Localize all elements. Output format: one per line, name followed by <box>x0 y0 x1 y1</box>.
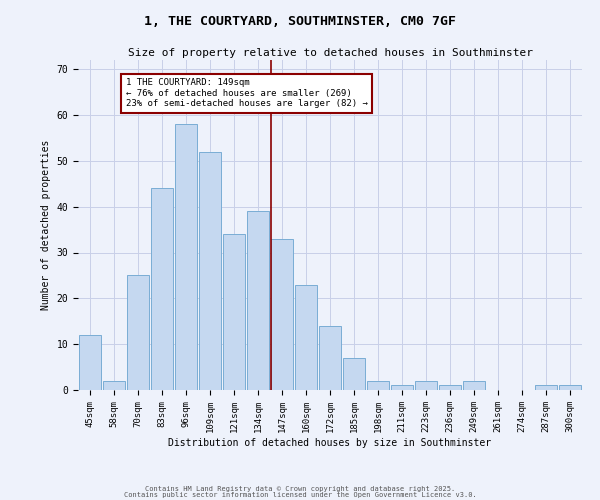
Bar <box>103 381 125 390</box>
Y-axis label: Number of detached properties: Number of detached properties <box>41 140 51 310</box>
Text: Contains HM Land Registry data © Crown copyright and database right 2025.
Contai: Contains HM Land Registry data © Crown c… <box>124 486 476 498</box>
Bar <box>463 381 485 390</box>
Bar <box>559 386 581 390</box>
Bar <box>319 326 341 390</box>
Bar <box>79 335 101 390</box>
Text: 1 THE COURTYARD: 149sqm
← 76% of detached houses are smaller (269)
23% of semi-d: 1 THE COURTYARD: 149sqm ← 76% of detache… <box>126 78 368 108</box>
Bar <box>175 124 197 390</box>
Bar <box>271 239 293 390</box>
Bar <box>295 284 317 390</box>
Bar <box>127 276 149 390</box>
Bar <box>343 358 365 390</box>
Bar <box>535 386 557 390</box>
Bar <box>151 188 173 390</box>
Text: 1, THE COURTYARD, SOUTHMINSTER, CM0 7GF: 1, THE COURTYARD, SOUTHMINSTER, CM0 7GF <box>144 15 456 28</box>
Bar <box>367 381 389 390</box>
Bar <box>439 386 461 390</box>
Bar <box>415 381 437 390</box>
Bar <box>199 152 221 390</box>
X-axis label: Distribution of detached houses by size in Southminster: Distribution of detached houses by size … <box>169 438 491 448</box>
Bar <box>223 234 245 390</box>
Bar <box>391 386 413 390</box>
Bar <box>247 211 269 390</box>
Title: Size of property relative to detached houses in Southminster: Size of property relative to detached ho… <box>128 48 533 58</box>
